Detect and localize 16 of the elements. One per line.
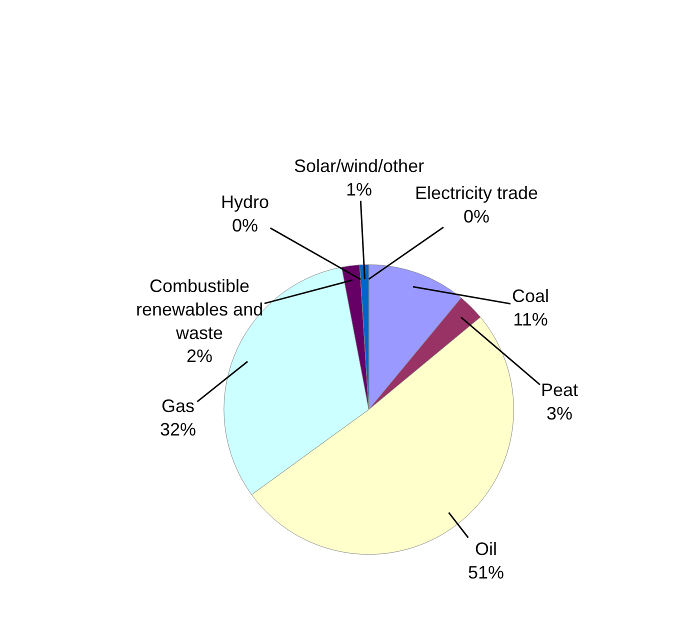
slice-label: Coal — [512, 286, 550, 306]
data-label: 32% — [160, 419, 196, 440]
slice-label: Gas — [162, 396, 195, 416]
data-label: 11% — [513, 309, 548, 330]
category-label: Hydro — [221, 192, 270, 212]
slice-label: Combustible renewables and waste — [136, 276, 264, 343]
slice-label: Peat — [541, 380, 578, 400]
data-label: 51% — [468, 562, 504, 582]
data-label: 2% — [186, 346, 213, 366]
category-label: Electricity trade — [415, 183, 538, 203]
data-label: 1% — [346, 179, 372, 200]
data-label: 3% — [546, 403, 573, 424]
text: 0% — [232, 215, 258, 236]
slice-label: Oil — [475, 539, 498, 559]
text: 0% — [464, 206, 490, 226]
slice-label: Solar/wind/other — [294, 156, 424, 176]
